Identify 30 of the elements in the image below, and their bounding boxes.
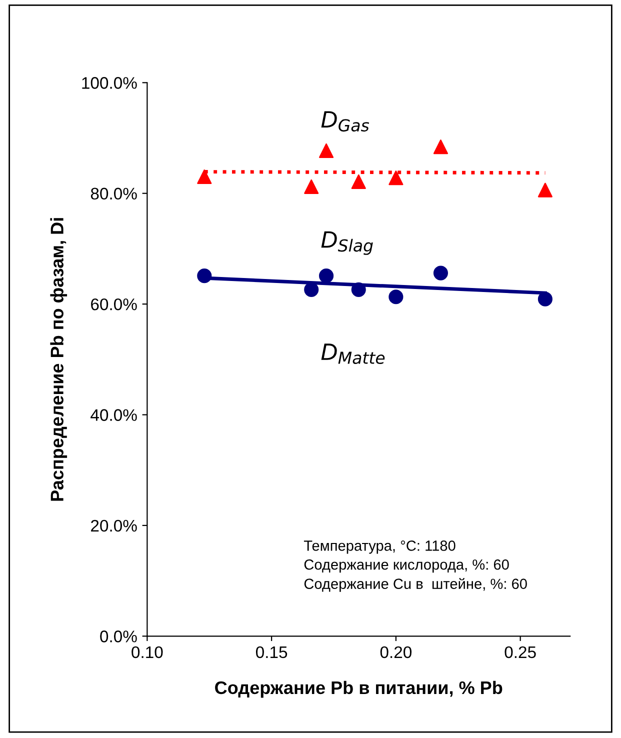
point <box>433 140 448 154</box>
y-tick-label: 60.0% <box>91 298 137 310</box>
x-tick-label: 0.10 <box>132 646 163 658</box>
annotation: D$_{Gas}$ <box>321 111 370 132</box>
y-tick-label: 80.0% <box>90 188 137 200</box>
x-axis-title: Содержание Pb в питании, % Pb <box>215 680 502 698</box>
point <box>351 282 366 297</box>
annotation: D$_{Matte}$ <box>321 344 385 364</box>
point <box>304 282 319 297</box>
point <box>197 268 212 284</box>
y-tick-label: 20.0% <box>91 520 137 532</box>
y-axis-title: Распределение Pb по фазам, Di <box>50 218 68 501</box>
point <box>538 292 552 306</box>
point <box>388 290 404 304</box>
x-tick-label: 0.25 <box>504 646 536 658</box>
point <box>197 169 212 184</box>
x-tick-label: 0.15 <box>256 646 288 658</box>
annotation: D$_{Slag}$ <box>321 231 373 255</box>
point <box>538 182 552 198</box>
point <box>433 266 448 280</box>
y-tick-label: 0.0% <box>100 630 137 642</box>
y-tick-label: 40.0% <box>90 409 137 421</box>
point <box>319 143 334 158</box>
annotation: Температура, °С: 1180 Содержание кислорода, %: 60 Содержание Cu в штейне, %: 60 <box>304 540 527 592</box>
point <box>351 174 366 190</box>
point <box>319 268 334 284</box>
x-tick-label: 0.20 <box>380 646 412 658</box>
point <box>304 179 319 194</box>
point <box>388 170 404 186</box>
y-tick-label: 100.0% <box>82 77 137 89</box>
